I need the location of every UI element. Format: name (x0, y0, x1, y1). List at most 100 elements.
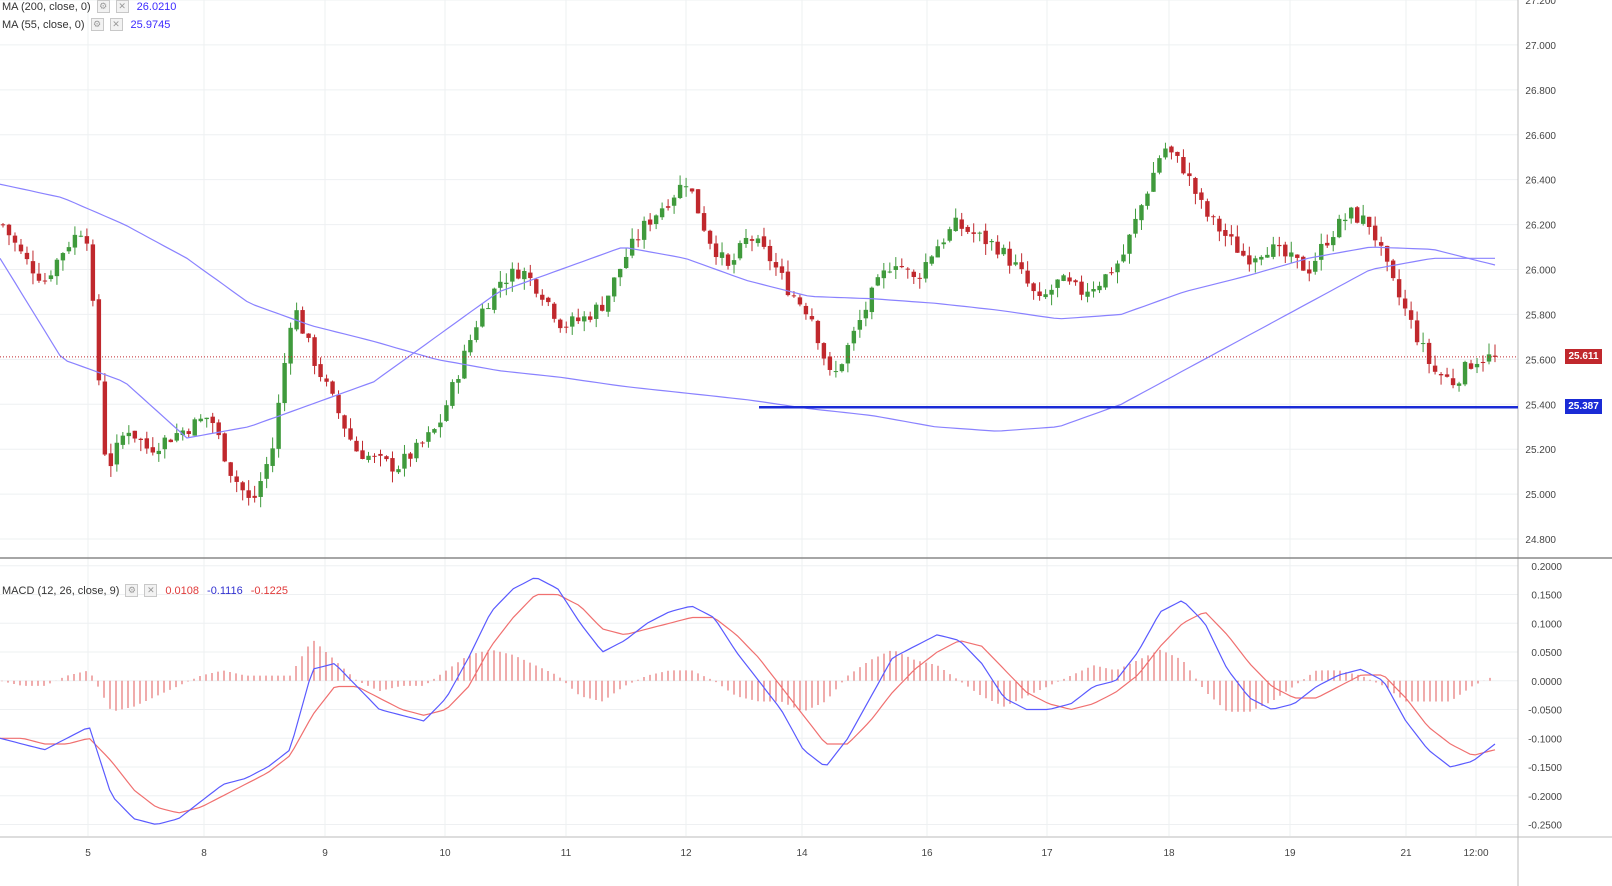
candle-down (108, 453, 114, 467)
price-axis-tick-label: 25.400 (1525, 400, 1556, 411)
candle-down (1211, 216, 1216, 218)
macd-axis-tick-label: -0.2000 (1528, 792, 1562, 803)
candle-down (216, 422, 221, 436)
ma200-value: 26.0210 (136, 0, 177, 13)
price-axis-tick-label: 26.400 (1525, 176, 1556, 187)
price-axis-tick-label: 25.000 (1525, 490, 1556, 501)
candle-down (540, 294, 545, 300)
candle-down (1025, 270, 1030, 284)
candle-down (6, 224, 12, 236)
candle-up (1049, 289, 1054, 295)
candle-up (276, 402, 281, 449)
candle-down (1073, 280, 1078, 283)
candle-up (1289, 252, 1294, 257)
close-icon[interactable]: ✕ (144, 584, 158, 597)
candle-up (887, 271, 893, 273)
candle-up (480, 308, 485, 327)
candle-up (486, 308, 491, 310)
candle-down (1408, 310, 1414, 320)
candle-down (1438, 373, 1444, 376)
time-axis-tick-label: 18 (1163, 848, 1175, 859)
price-axis-tick-label: 26.200 (1525, 221, 1556, 232)
time-axis-tick-label: 19 (1284, 848, 1296, 859)
macd-axis-tick-label: -0.1000 (1528, 734, 1562, 745)
candle-down (1414, 320, 1420, 343)
candle-up (1319, 243, 1324, 260)
candle-down (168, 439, 173, 443)
candle-up (402, 453, 407, 469)
candle-down (12, 235, 18, 243)
price-axis-tick-label: 27.000 (1525, 41, 1556, 52)
candle-down (1247, 255, 1252, 265)
candle-down (384, 456, 389, 460)
candle-up (120, 435, 126, 445)
candle-up (474, 327, 479, 340)
candle-down (911, 271, 916, 278)
time-axis-tick-label: 11 (561, 848, 572, 859)
candle-down (102, 381, 108, 455)
macd-axis-tick-label: -0.2500 (1528, 821, 1562, 832)
candle-up (66, 247, 72, 252)
candle-down (324, 378, 329, 382)
candle-down (552, 303, 557, 319)
candle-up (1462, 361, 1468, 385)
macd-axis-tick-label: -0.0500 (1528, 706, 1562, 717)
candle-up (258, 481, 263, 497)
candle-down (1277, 244, 1282, 247)
candle-down (995, 241, 1000, 255)
candle-up (617, 268, 623, 278)
candle-down (815, 320, 821, 344)
ma200-line (0, 183, 1495, 432)
candle-up (923, 262, 928, 279)
settings-icon[interactable]: ⚙ (125, 584, 139, 597)
candle-up (1157, 158, 1162, 173)
settings-icon[interactable]: ⚙ (96, 0, 110, 13)
candle-down (96, 299, 102, 381)
candle-down (36, 273, 42, 281)
candle-up (1456, 383, 1462, 386)
candle-down (1450, 378, 1456, 386)
candle-down (1378, 242, 1384, 246)
candle-up (1055, 279, 1060, 288)
candle-up (1360, 215, 1366, 224)
candle-up (839, 364, 845, 372)
candle-up (264, 464, 269, 479)
candle-up (659, 208, 665, 218)
candle-down (210, 416, 215, 424)
candle-up (629, 238, 635, 256)
candle-down (1325, 242, 1330, 246)
candle-down (1384, 245, 1390, 262)
macd-value: -0.1116 (207, 584, 243, 597)
candle-down (971, 232, 976, 234)
candle-down (576, 317, 581, 322)
candle-down (821, 343, 827, 359)
candle-up (1139, 205, 1144, 221)
candle-up (72, 234, 78, 248)
candle-down (354, 440, 359, 452)
candle-up (126, 432, 132, 437)
candle-up (1145, 193, 1150, 206)
candle-down (1354, 207, 1360, 223)
time-axis-tick-label: 12:00 (1463, 848, 1488, 859)
settings-icon[interactable]: ⚙ (90, 18, 104, 31)
candle-down (408, 453, 413, 459)
candle-up (1265, 254, 1270, 258)
ma200-legend: MA (200, close, 0) ⚙ ✕ 26.0210 (2, 0, 176, 13)
candle-up (54, 259, 60, 277)
price-axis-tick-label: 24.800 (1525, 535, 1556, 546)
close-icon[interactable]: ✕ (109, 18, 123, 31)
candle-up (605, 295, 611, 312)
candles-group (0, 142, 1498, 508)
candle-down (90, 244, 96, 301)
candle-down (1235, 236, 1240, 253)
support-price-tag: 25.387 (1565, 399, 1602, 415)
candle-up (1343, 219, 1348, 222)
candle-up (204, 417, 209, 420)
candle-down (803, 305, 809, 315)
macd-axis-tick-label: 0.1000 (1531, 619, 1562, 630)
candle-up (935, 246, 940, 258)
candle-up (60, 253, 66, 261)
close-icon[interactable]: ✕ (115, 0, 129, 13)
candle-down (18, 244, 24, 252)
